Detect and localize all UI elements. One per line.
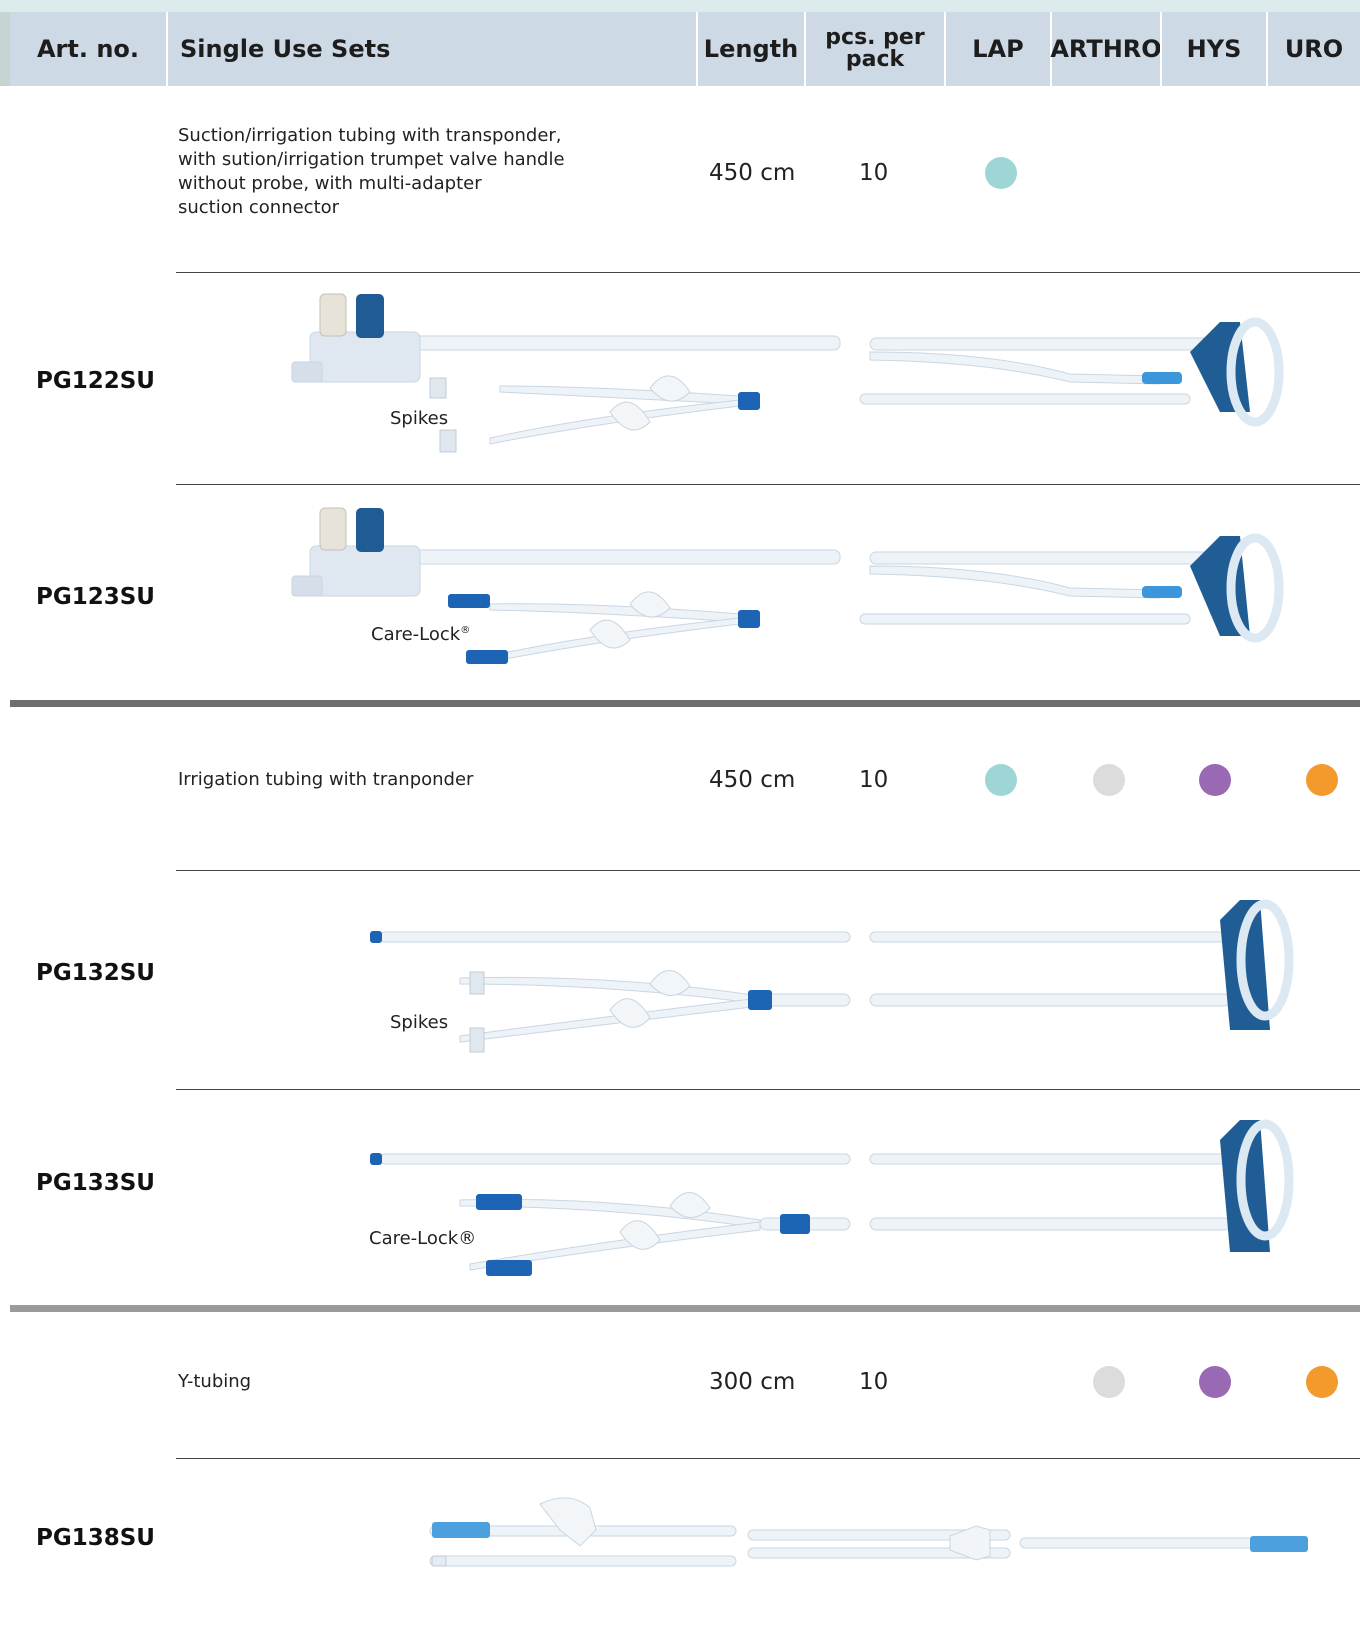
product-art-no: PG123SU: [36, 584, 155, 610]
group-2-hys-dot: [1199, 764, 1231, 796]
row-divider: [176, 870, 1360, 871]
header-pcs-line1: pcs. per: [825, 25, 925, 50]
connector-label-text: Care-Lock: [371, 624, 461, 645]
header-lap: LAP: [944, 12, 1050, 86]
group-3-arthro-dot: [1093, 1366, 1125, 1398]
suction-irrigation-set-spikes-image: [291, 293, 1284, 453]
product-art-no: PG138SU: [36, 1525, 155, 1551]
product-art-no: PG133SU: [36, 1170, 155, 1196]
description-line: Suction/irrigation tubing with transpond…: [178, 125, 562, 146]
row-divider: [176, 1089, 1360, 1090]
header-pcs-per-pack: pcs. per pack: [804, 12, 944, 86]
group-3-description: Y-tubing: [178, 1370, 251, 1394]
group-1-pcs: 10: [859, 160, 889, 186]
description-line: Irrigation tubing with tranponder: [178, 769, 474, 790]
registered-mark: ®: [460, 625, 471, 636]
connector-label: Spikes: [390, 1012, 449, 1033]
group-2-lap-dot: [985, 764, 1017, 796]
group-2-arthro-dot: [1093, 764, 1125, 796]
header-pcs-line2: pack: [845, 47, 905, 72]
product-art-no: PG122SU: [36, 368, 155, 394]
group-1-length: 450 cm: [709, 160, 796, 186]
header-single-use-sets: Single Use Sets: [166, 12, 706, 86]
connector-label: Spikes: [390, 408, 449, 429]
header-arthro: ARTHRO: [1050, 12, 1162, 86]
table-header: Art. no. Single Use Sets Length pcs. per…: [10, 12, 1360, 86]
header-length: Length: [696, 12, 804, 86]
group-2-pcs: 10: [859, 767, 889, 793]
group-3-pcs: 10: [859, 1369, 889, 1395]
group-2-description: Irrigation tubing with tranponder: [178, 768, 473, 792]
row-divider: [176, 484, 1360, 485]
description-line: without probe, with multi-adapter: [178, 173, 482, 194]
row-divider: [176, 1458, 1360, 1459]
header-art-no: Art. no.: [36, 35, 140, 63]
description-line: with sution/irrigation trumpet valve han…: [178, 149, 565, 170]
irrigation-set-spikes-image: [370, 899, 1294, 1053]
suction-irrigation-set-carelock-image: [291, 507, 1284, 664]
connector-label: Care-Lock®: [371, 624, 470, 645]
connector-label: Care-Lock®: [369, 1228, 477, 1249]
product-art-no: PG132SU: [36, 960, 155, 986]
group-3-length: 300 cm: [709, 1369, 796, 1395]
group-separator: [10, 1305, 1360, 1312]
group-2-uro-dot: [1306, 764, 1338, 796]
group-1-description: Suction/irrigation tubing with transpond…: [178, 124, 565, 220]
row-divider: [176, 272, 1360, 273]
group-3-uro-dot: [1306, 1366, 1338, 1398]
header-uro: URO: [1266, 12, 1360, 86]
header-hys: HYS: [1160, 12, 1266, 86]
group-3-hys-dot: [1199, 1366, 1231, 1398]
top-band: [0, 0, 1360, 12]
y-tubing-image: [429, 1497, 1308, 1567]
description-line: suction connector: [178, 197, 340, 218]
header-left-edge: [0, 12, 10, 86]
irrigation-set-carelock-image: [370, 1119, 1294, 1276]
description-line: Y-tubing: [178, 1371, 252, 1392]
group-2-length: 450 cm: [709, 767, 796, 793]
group-1-lap-dot: [985, 157, 1017, 189]
group-separator: [10, 700, 1360, 707]
